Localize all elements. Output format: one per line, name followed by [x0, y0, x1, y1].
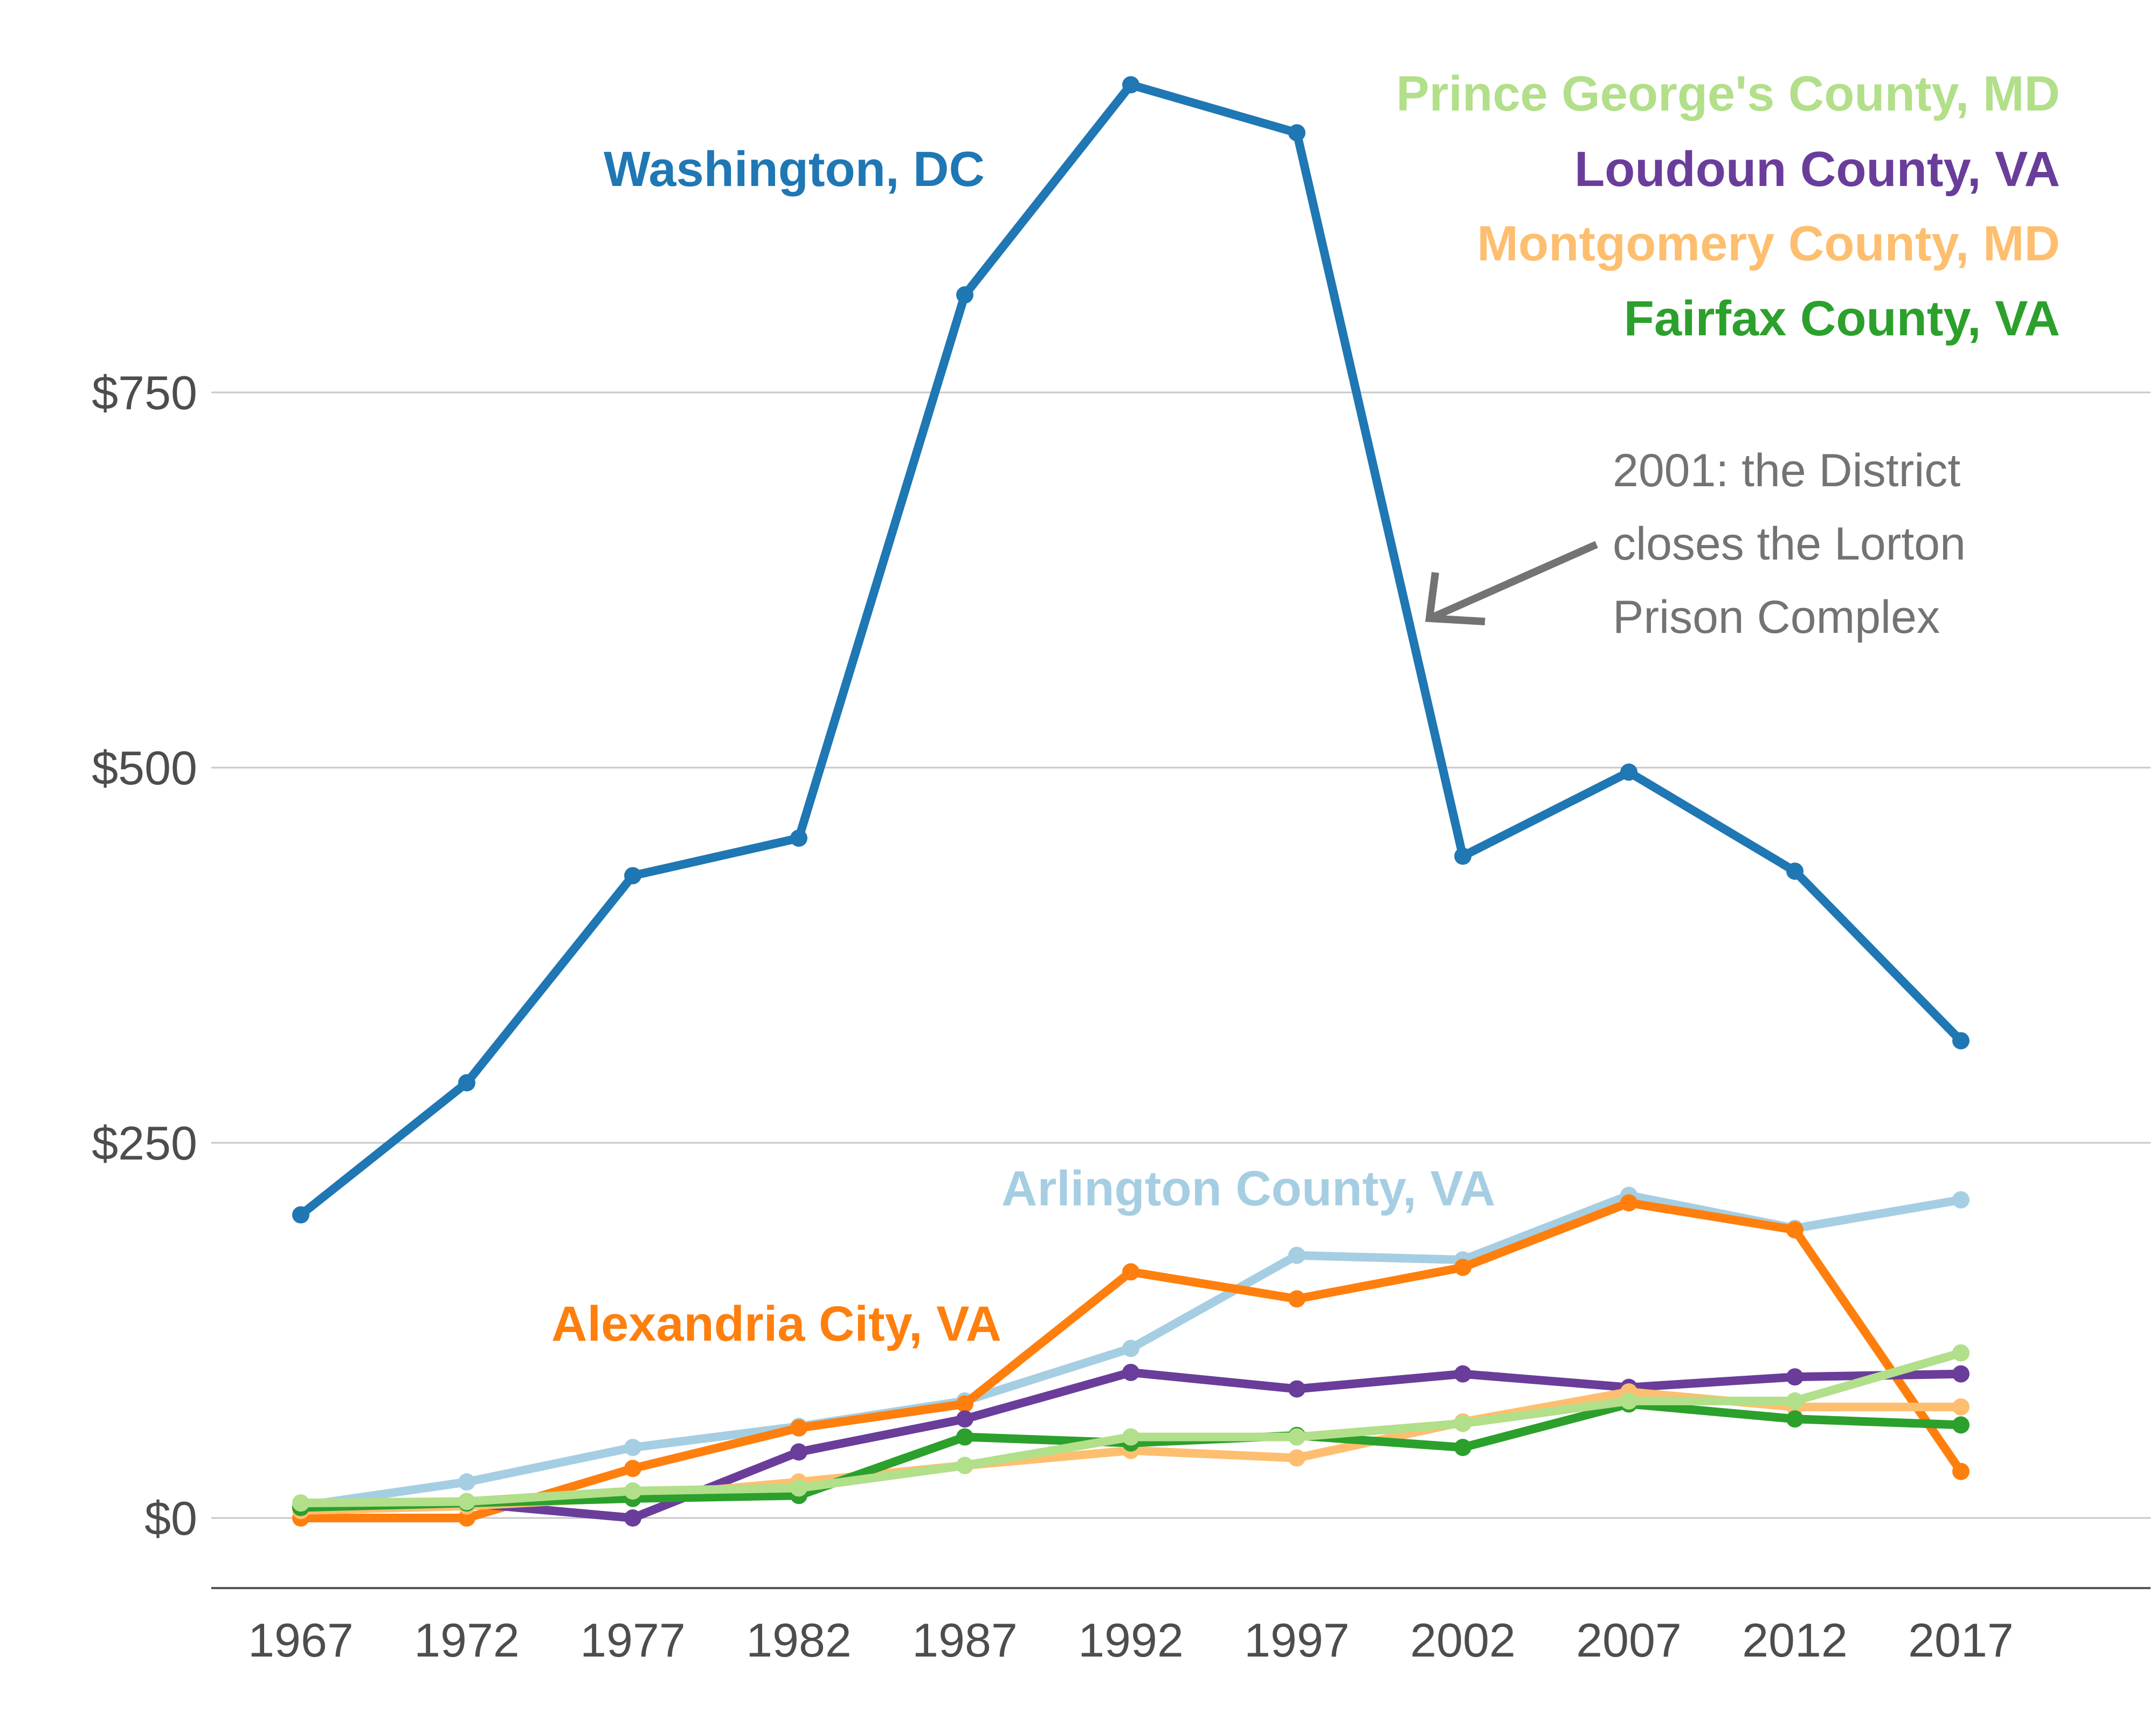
annotation-line-3: Prison Complex [1613, 591, 1940, 643]
data-point [1786, 862, 1803, 880]
data-point [1952, 1365, 1970, 1383]
legend-item-fairfax: Fairfax County, VA [1624, 291, 2060, 346]
lorton-annotation: 2001: the District closes the Lorton Pri… [1425, 445, 1966, 643]
data-point [1288, 1428, 1305, 1446]
data-point [458, 1509, 475, 1527]
x-tick-label: 1997 [1244, 1613, 1350, 1667]
x-axis-ticks: 1967 1972 1977 1982 1987 1992 1997 2002 2007 2012… [248, 1613, 2014, 1667]
x-tick-label: 2017 [1908, 1613, 2014, 1667]
y-axis-ticks: $0 $250 $500 $750 [92, 366, 197, 1545]
legend-item-montgomery: Montgomery County, MD [1477, 216, 2060, 271]
x-tick-label: 2002 [1410, 1613, 1516, 1667]
data-point [1786, 1392, 1803, 1410]
series-line-alexandria-city-va [296, 1198, 1965, 1522]
data-point [1454, 1365, 1471, 1383]
data-point [956, 1428, 973, 1446]
legend-item-loudoun: Loudoun County, VA [1574, 142, 2060, 197]
data-point [292, 1494, 309, 1512]
data-point [1288, 1380, 1305, 1398]
series-prince-george-s-county-md [292, 1344, 1970, 1512]
x-tick-label: 2012 [1742, 1613, 1848, 1667]
data-point [790, 829, 807, 847]
data-point [1952, 1416, 1970, 1434]
data-point [956, 1457, 973, 1474]
data-point [956, 1410, 973, 1428]
data-point [624, 1460, 641, 1478]
annotation-arrow-shaft [1432, 541, 1598, 620]
series-washington-dc [292, 76, 1970, 1224]
data-point [1786, 1221, 1803, 1239]
data-point [1454, 1259, 1471, 1276]
data-point [956, 1395, 973, 1413]
data-point [1454, 847, 1471, 865]
data-point [1454, 1439, 1471, 1457]
data-point [1952, 1344, 1970, 1362]
label-arlington-county: Arlington County, VA [1001, 1161, 1495, 1216]
data-point [1786, 1368, 1803, 1386]
x-tick-label: 1972 [414, 1613, 520, 1667]
data-point [458, 1473, 475, 1491]
legend: Prince George's County, MD Loudoun Count… [1396, 66, 2060, 346]
x-tick-label: 1992 [1078, 1613, 1184, 1667]
data-point [1620, 763, 1637, 781]
annotation-arrow [1425, 541, 1598, 625]
data-point [1620, 1194, 1637, 1212]
data-point [1122, 1428, 1139, 1446]
label-alexandria-city: Alexandria City, VA [551, 1296, 1001, 1351]
data-point [624, 1482, 641, 1500]
x-tick-label: 1987 [912, 1613, 1018, 1667]
series-alexandria-city-va [292, 1194, 1970, 1527]
series-lines [292, 76, 1970, 1527]
data-point [790, 1419, 807, 1437]
x-tick-label: 1977 [580, 1613, 686, 1667]
data-point [1952, 1398, 1970, 1416]
data-point [1620, 1392, 1637, 1410]
data-point [1122, 76, 1139, 94]
data-point [1122, 1340, 1139, 1357]
grid-lines [211, 391, 2151, 1519]
data-point [624, 867, 641, 885]
data-point [1786, 1410, 1803, 1428]
legend-item-prince-georges: Prince George's County, MD [1396, 66, 2060, 121]
data-point [1288, 1290, 1305, 1308]
data-point [1952, 1191, 1970, 1209]
data-point [624, 1439, 641, 1457]
data-point [1454, 1414, 1471, 1432]
x-tick-label: 1982 [746, 1613, 852, 1667]
data-point [1288, 1449, 1305, 1467]
data-point [1288, 124, 1305, 142]
series-arlington-county-va [292, 1186, 1970, 1515]
data-point [790, 1479, 807, 1497]
data-point [292, 1206, 309, 1224]
data-point [458, 1074, 475, 1092]
x-tick-label: 2007 [1576, 1613, 1682, 1667]
y-tick-label: $250 [92, 1116, 197, 1170]
data-point [790, 1443, 807, 1461]
y-tick-label: $500 [92, 741, 197, 795]
annotation-line-2: closes the Lorton [1613, 518, 1966, 570]
data-point [1952, 1462, 1970, 1480]
data-point [624, 1509, 641, 1527]
x-tick-label: 1967 [248, 1613, 354, 1667]
data-point [458, 1493, 475, 1510]
y-tick-label: $750 [92, 366, 197, 419]
data-point [1122, 1263, 1139, 1281]
annotation-line-1: 2001: the District [1613, 445, 1960, 496]
data-point [1122, 1363, 1139, 1381]
annotation-arrowhead [1425, 572, 1485, 625]
y-tick-label: $0 [144, 1492, 197, 1545]
data-point [956, 286, 973, 304]
label-washington-dc: Washington, DC [604, 142, 985, 197]
data-point [1952, 1032, 1970, 1050]
data-point [1288, 1246, 1305, 1264]
